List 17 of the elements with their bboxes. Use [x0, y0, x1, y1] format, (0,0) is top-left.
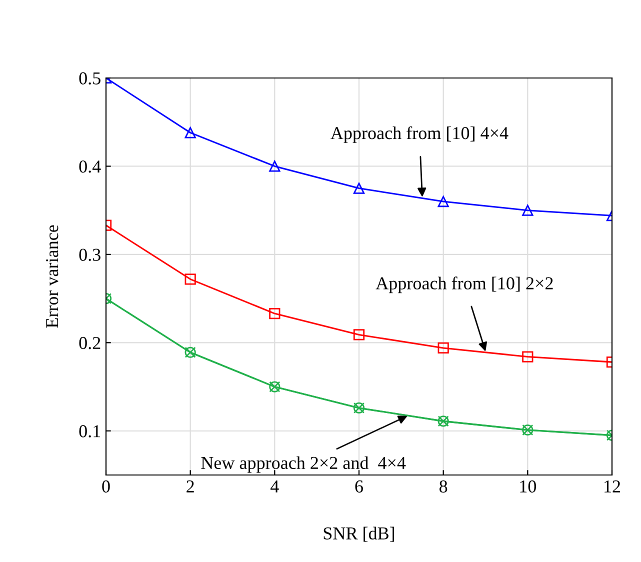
x-tick-label: 12 — [604, 480, 620, 492]
annotation: New approach 2×2 and 4×4 — [201, 456, 406, 473]
x-axis-title: SNR [dB] — [324, 526, 394, 542]
y-tick-label: 0.4 — [79, 160, 101, 173]
y-tick-label: 0.5 — [79, 72, 100, 85]
x-tick-label: 4 — [270, 480, 279, 492]
x-tick-label: 0 — [102, 480, 110, 493]
y-tick-label: 0.3 — [79, 248, 100, 261]
x-tick-label: 2 — [186, 480, 194, 492]
y-axis-title: Error variance — [46, 225, 58, 328]
y-tick-label: 0.2 — [79, 336, 100, 350]
x-tick-label: 8 — [440, 480, 448, 493]
x-tick-label: 10 — [520, 480, 536, 493]
annotation: Approach from [10] 4×4 — [330, 126, 508, 143]
y-tick-label: 0.1 — [79, 425, 100, 438]
x-tick-label: 6 — [355, 480, 363, 493]
annotation: Approach from [10] 2×2 — [376, 276, 553, 294]
